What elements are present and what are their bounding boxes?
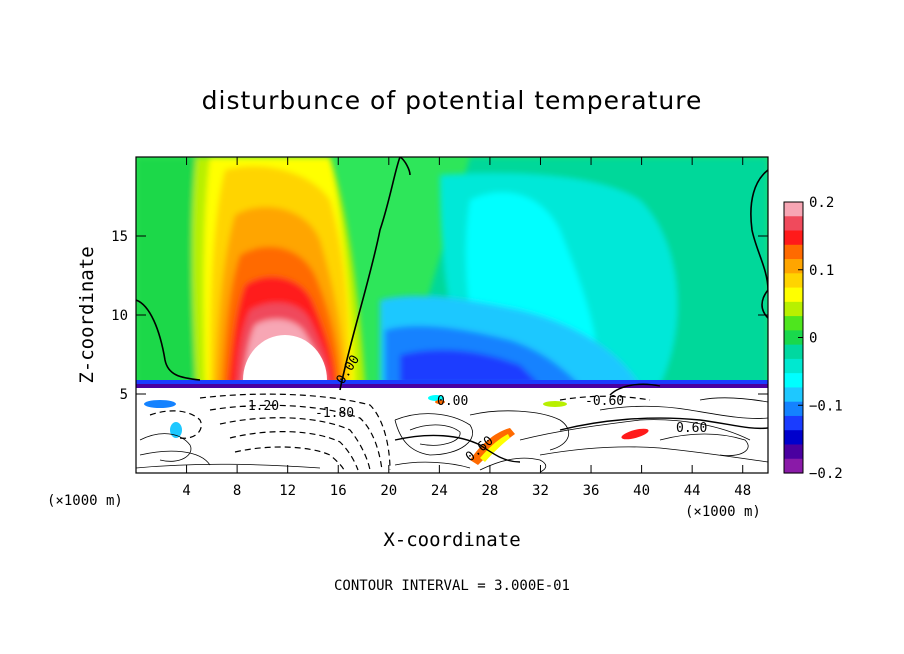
y-axis: 5 10 15 [111, 229, 768, 403]
colorbar-swatch [784, 373, 803, 389]
colorbar-swatch [784, 301, 803, 317]
x-unit-right: (×1000 m) [685, 504, 761, 520]
contour-label: -1.20 [240, 399, 279, 414]
x-tick-label: 36 [583, 483, 600, 499]
y-tick-label: 10 [111, 308, 128, 324]
y-tick-label: 15 [111, 229, 128, 245]
colorbar-tick-label: −0.2 [809, 466, 843, 482]
colorbar-swatch [784, 244, 803, 260]
contour-interval-note: CONTOUR INTERVAL = 3.000E-01 [333, 578, 570, 594]
x-tick-label: 32 [532, 483, 549, 499]
x-tick-label: 8 [233, 483, 241, 499]
x-tick-label: 12 [279, 483, 296, 499]
colorbar-swatch [784, 287, 803, 303]
x-tick-label: 4 [182, 483, 190, 499]
colorbar-tick-label: 0 [809, 331, 817, 347]
x-tick-label: 20 [380, 483, 397, 499]
colorbar-swatch [784, 401, 803, 417]
colorbar-swatch [784, 387, 803, 403]
colorbar-tick-label: 0.1 [809, 263, 834, 279]
x-tick-label: 44 [684, 483, 701, 499]
colorbar-swatch [784, 458, 803, 474]
x-axis: 4 8 12 16 20 24 28 32 36 40 44 48 [182, 157, 751, 499]
colorbar-swatch [784, 344, 803, 360]
colorbar-tick-label: −0.1 [809, 398, 843, 414]
x-tick-label: 28 [481, 483, 498, 499]
colorbar-swatch [784, 273, 803, 289]
x-unit-left: (×1000 m) [47, 493, 123, 509]
colorbar-swatch [784, 430, 803, 446]
colorbar-swatch [784, 444, 803, 460]
x-tick-label: 40 [633, 483, 650, 499]
contour-label: 0.60 [676, 421, 707, 436]
colorbar-swatch [784, 316, 803, 331]
colorbar-swatch [784, 330, 803, 346]
x-tick-label: 48 [734, 483, 751, 499]
x-axis-label: X-coordinate [383, 529, 520, 551]
colorbar-swatch [784, 202, 803, 217]
y-axis-label: Z-coordinate [76, 246, 98, 383]
chart-title: disturbunce of potential temperature [201, 86, 703, 115]
x-tick-label: 16 [330, 483, 347, 499]
y-tick-label: 5 [120, 387, 128, 403]
colorbar-swatch [784, 230, 803, 246]
colorbar-ticks: 0.2 0.1 0 −0.1 −0.2 [798, 195, 843, 482]
colorbar-swatch [784, 358, 803, 374]
colorbar-swatch [784, 216, 803, 232]
contour-label: 0.00 [437, 394, 468, 409]
colorbar-tick-label: 0.2 [809, 195, 834, 211]
colorbar-swatch [784, 415, 803, 431]
colorbar-swatch [784, 259, 803, 274]
contour-label: -1.80 [315, 406, 354, 421]
contour-label: -0.60 [585, 394, 624, 409]
temperature-field [136, 157, 768, 473]
x-tick-label: 24 [431, 483, 448, 499]
contour-labels: 0.00 0.00 -1.20 -1.80 0.60 0.60 -0.60 [240, 353, 707, 465]
